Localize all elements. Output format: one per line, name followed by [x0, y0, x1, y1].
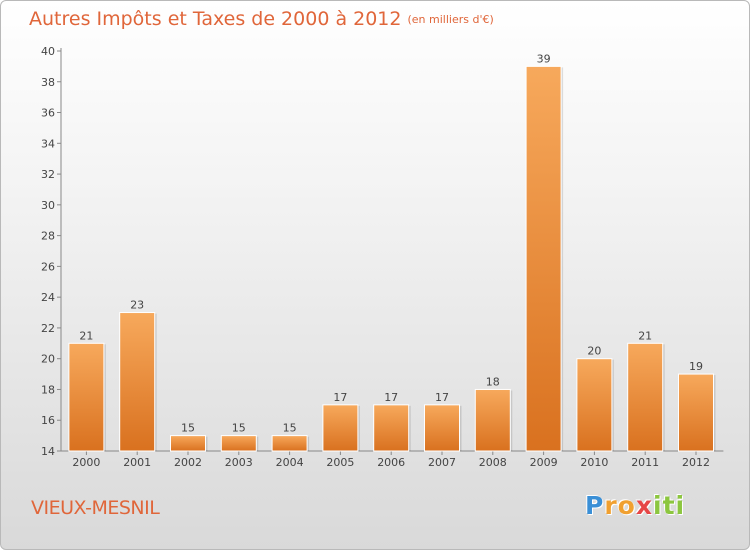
- chart-title: Autres Impôts et Taxes de 2000 à 2012 (en…: [29, 8, 494, 30]
- bar-value-label: 17: [384, 391, 398, 404]
- commune-name: VIEUX-MESNIL: [31, 497, 160, 519]
- y-tick-label: 40: [41, 45, 55, 58]
- bar: [576, 358, 613, 452]
- bar: [322, 404, 359, 452]
- y-tick-label: 20: [41, 353, 55, 366]
- y-tick-label: 18: [41, 383, 55, 396]
- logo-letter: t: [662, 491, 676, 520]
- chart-title-text: Autres Impôts et Taxes de 2000 à 2012: [29, 8, 402, 30]
- bar: [68, 342, 105, 452]
- x-tick-label: 2011: [631, 456, 659, 469]
- x-tick-label: 2010: [580, 456, 608, 469]
- y-tick-label: 32: [41, 168, 55, 181]
- y-tick-label: 36: [41, 107, 55, 120]
- bar-value-label: 15: [232, 422, 246, 435]
- x-tick-label: 2001: [123, 456, 151, 469]
- x-tick-label: 2008: [479, 456, 507, 469]
- proxiti-logo[interactable]: Proxiti: [585, 491, 685, 520]
- logo-letter: i: [675, 491, 686, 520]
- bar: [678, 373, 714, 452]
- bar: [373, 404, 410, 452]
- bar-value-label: 21: [638, 329, 652, 342]
- x-tick-label: 2002: [174, 456, 202, 469]
- bar-value-label: 17: [435, 391, 449, 404]
- bar: [424, 404, 460, 452]
- y-tick-label: 14: [41, 445, 55, 458]
- bar-value-label: 39: [537, 52, 551, 65]
- y-tick-label: 38: [41, 76, 55, 89]
- x-tick-label: 2007: [428, 456, 456, 469]
- logo-letter: r: [604, 491, 618, 520]
- y-tick-label: 16: [41, 414, 55, 427]
- x-tick-label: 2000: [72, 456, 100, 469]
- x-tick-label: 2009: [530, 456, 558, 469]
- logo-letter: i: [653, 491, 663, 520]
- y-tick-label: 34: [41, 137, 55, 150]
- x-tick-label: 2005: [326, 456, 354, 469]
- bar: [220, 435, 257, 452]
- y-tick-label: 28: [41, 230, 55, 243]
- logo-letter: x: [635, 491, 653, 520]
- chart-unit: (en milliers d'€): [407, 13, 494, 26]
- bar-value-label: 15: [181, 422, 195, 435]
- logo-letter: P: [585, 491, 605, 520]
- bar-value-label: 17: [333, 391, 347, 404]
- bar-value-label: 20: [587, 345, 601, 358]
- bar: [170, 435, 206, 452]
- bar: [119, 312, 156, 452]
- bar: [271, 435, 308, 452]
- y-tick-label: 30: [41, 199, 55, 212]
- y-tick-label: 24: [41, 291, 55, 304]
- y-tick-label: 26: [41, 260, 55, 273]
- bar-value-label: 15: [283, 422, 297, 435]
- logo-letter: o: [617, 491, 636, 520]
- bar-value-label: 19: [689, 360, 703, 373]
- x-tick-label: 2006: [377, 456, 405, 469]
- x-tick-label: 2012: [682, 456, 710, 469]
- bar-value-label: 21: [79, 329, 93, 342]
- bar: [627, 342, 664, 452]
- bar: [525, 65, 562, 452]
- x-tick-label: 2004: [276, 456, 304, 469]
- bar-value-label: 18: [486, 375, 500, 388]
- bar: [474, 388, 511, 452]
- y-tick-label: 22: [41, 322, 55, 335]
- x-tick-label: 2003: [225, 456, 253, 469]
- bar-value-label: 23: [130, 299, 144, 312]
